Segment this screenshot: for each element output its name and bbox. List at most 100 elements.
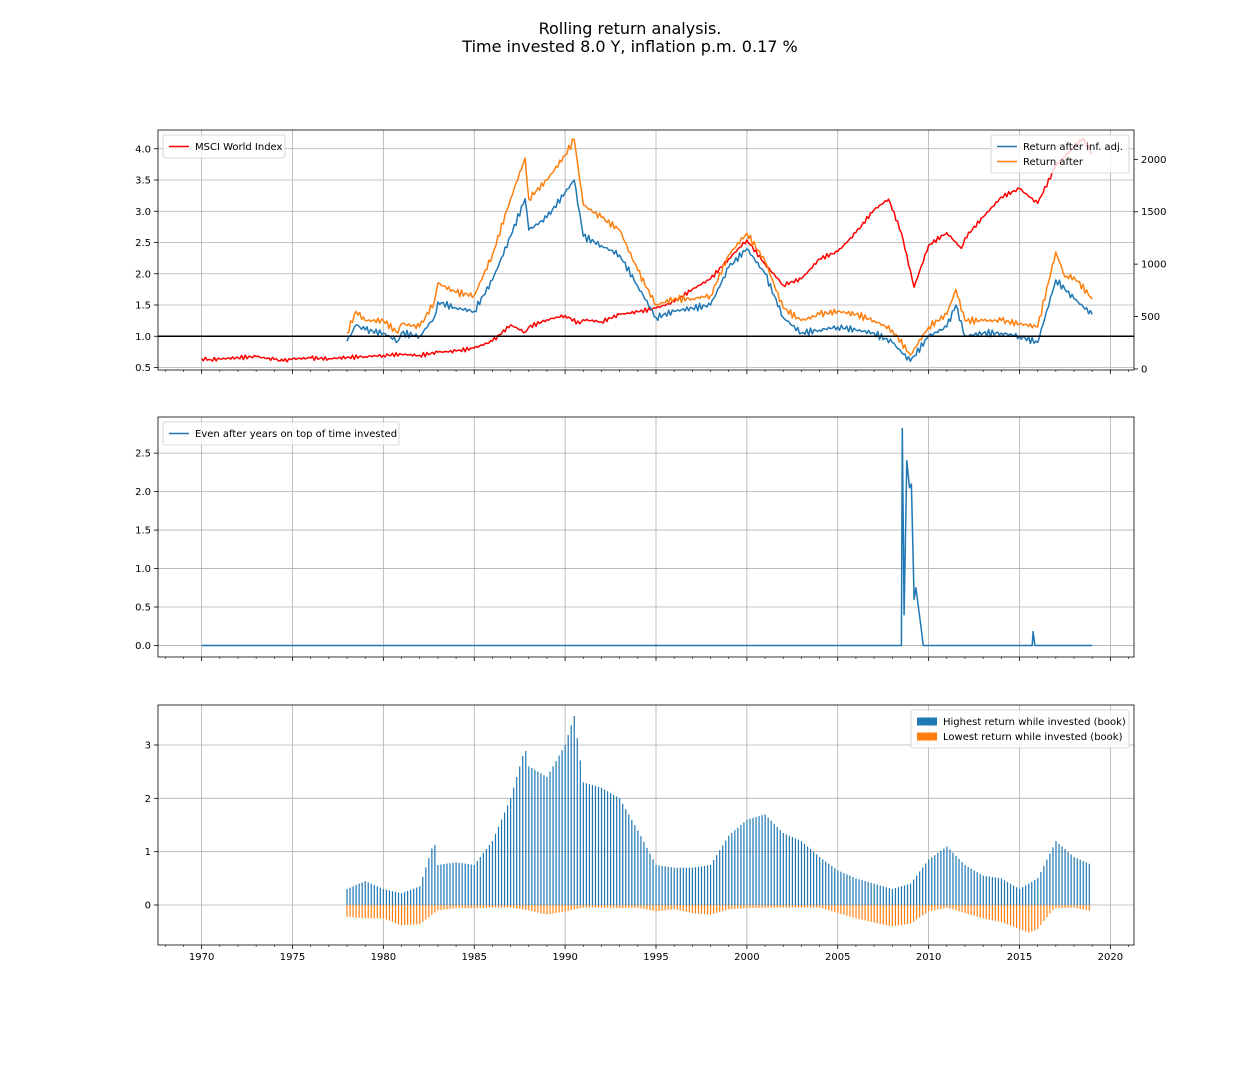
lowest-return-bar [940, 905, 942, 909]
lowest-return-bar [1037, 905, 1039, 929]
lowest-return-bar [734, 905, 736, 909]
lowest-return-bar [803, 905, 806, 908]
y-tick-label: 4.0 [135, 144, 151, 155]
lowest-return-bar [358, 905, 360, 918]
highest-return-bar [600, 787, 603, 905]
lowest-return-bar [752, 905, 754, 909]
lowest-return-bar [797, 905, 800, 908]
highest-return-bar [737, 827, 739, 905]
lowest-return-bar [391, 905, 394, 922]
lowest-return-bar [531, 905, 533, 912]
lowest-return-bar [952, 905, 954, 910]
highest-return-bar [791, 837, 793, 905]
lowest-return-bar [1006, 905, 1009, 925]
highest-return-bar [467, 864, 469, 905]
lowest-return-bar [800, 905, 803, 908]
lowest-return-bar [806, 905, 809, 908]
highest-return-bar [813, 851, 815, 905]
lowest-return-bar [964, 905, 966, 914]
highest-return-bar [709, 864, 712, 905]
highest-return-bar [449, 863, 451, 905]
highest-return-bar [703, 865, 706, 905]
highest-return-bar [637, 830, 639, 905]
right-y-tick-label: 1500 [1141, 207, 1166, 218]
highest-return-bar [1009, 883, 1012, 905]
highest-return-bar [925, 863, 927, 905]
lowest-return-bar [679, 905, 681, 911]
lowest-return-bar [946, 905, 948, 908]
panel-even-after-years: 0.0 0.5 1.0 1.5 2.0 2.5 Even after years on to… [135, 416, 1135, 661]
lowest-return-bar [355, 905, 357, 918]
highest-return-bar [800, 841, 803, 905]
lowest-return-bar [776, 905, 778, 908]
highest-return-bar [967, 866, 969, 905]
highest-return-bar [897, 887, 900, 905]
lowest-return-bar [761, 905, 763, 908]
highest-return-bar [610, 793, 612, 905]
highest-return-bar [1055, 841, 1057, 905]
highest-return-bar [594, 785, 597, 905]
lowest-return-bar [540, 905, 542, 914]
legend-label: Return after [1023, 157, 1084, 168]
lowest-return-bar [428, 905, 430, 918]
lowest-return-bar [725, 905, 727, 911]
highest-return-bar [867, 881, 869, 905]
lowest-return-bar [958, 905, 960, 912]
x-tick-label: 1980 [371, 952, 396, 963]
highest-return-bar [1016, 887, 1018, 905]
lowest-return-bar [973, 905, 975, 916]
lowest-return-bar [1055, 905, 1057, 909]
highest-return-bar [946, 846, 948, 905]
highest-return-bar [746, 819, 748, 905]
lowest-return-bar [670, 905, 672, 910]
highest-return-bar [943, 848, 945, 905]
lowest-return-bar [434, 905, 436, 913]
highest-return-bar [558, 755, 560, 905]
lowest-return-bar [588, 905, 591, 908]
highest-return-bar [443, 864, 445, 905]
highest-return-bar [855, 878, 857, 905]
right-y-tick-label: 1000 [1141, 260, 1166, 271]
highest-return-bar [694, 867, 697, 905]
lowest-return-bar [673, 905, 675, 910]
highest-return-bar [576, 738, 578, 905]
highest-return-bar [734, 830, 736, 905]
lowest-return-bar [513, 905, 515, 909]
lowest-return-bar [394, 905, 397, 923]
highest-return-bar [758, 816, 760, 905]
y-tick-label: 1.0 [135, 332, 151, 343]
highest-return-bar [1003, 880, 1006, 905]
lowest-return-bar [794, 905, 797, 908]
highest-return-bar [543, 775, 545, 905]
highest-return-bar [1076, 858, 1078, 905]
lowest-return-bar [558, 905, 560, 913]
legend-label: Lowest return while invested (book) [943, 732, 1123, 743]
lowest-return-bar [743, 905, 745, 909]
highest-return-bar [510, 798, 512, 905]
highest-return-bar [476, 860, 478, 905]
lowest-return-bar [446, 905, 448, 910]
highest-return-bar [991, 877, 993, 905]
highest-return-bar [870, 882, 872, 905]
highest-return-bar [588, 784, 591, 905]
lowest-return-bar [988, 905, 990, 920]
highest-return-bar [391, 891, 394, 905]
lowest-return-bar [982, 905, 984, 919]
legend: MSCI World Index [162, 134, 286, 159]
highest-return-bar [349, 887, 351, 905]
right-y-tick-label: 0 [1141, 364, 1147, 375]
highest-return-bar [1073, 857, 1075, 905]
panel-rolling-returns: 0.5 1.0 1.5 2.0 2.5 3.0 3.5 4.0 0 500 1000 1500 2000… [135, 129, 1166, 375]
highest-return-bar [485, 848, 487, 905]
lowest-return-bar [746, 905, 748, 909]
highest-return-bar [1052, 847, 1054, 905]
lowest-return-bar [758, 905, 760, 908]
highest-return-bar [458, 862, 460, 905]
highest-return-bar [367, 882, 369, 905]
lowest-return-bar [876, 905, 878, 924]
lowest-return-bar [410, 905, 412, 925]
highest-return-bar [619, 798, 621, 905]
highest-return-bar [773, 823, 775, 905]
lowest-return-bar [549, 905, 551, 915]
legend: Highest return while invested (book) Lowe… [910, 709, 1130, 749]
